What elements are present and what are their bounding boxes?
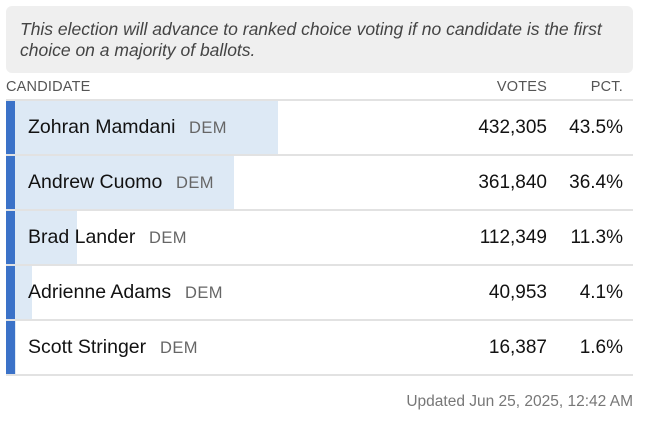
vote-count: 16,387 [488,337,547,358]
updated-timestamp: Updated Jun 25, 2025, 12:42 AM [406,393,633,410]
table-row: Brad Lander DEM 112,349 11.3% [6,211,633,266]
party-color-marker [6,211,15,264]
table-row: Andrew Cuomo DEM 361,840 36.4% [6,156,633,211]
table-row: Adrienne Adams DEM 40,953 4.1% [6,266,633,321]
party-color-marker [6,156,15,209]
vote-count: 432,305 [478,117,547,138]
vote-percent: 43.5% [569,117,623,138]
vote-share-bar [6,156,234,209]
party-label: DEM [185,284,223,302]
vote-percent: 4.1% [579,282,623,303]
vote-count: 361,840 [478,172,547,193]
ranked-choice-notice: This election will advance to ranked cho… [6,6,633,73]
candidate-name: Zohran Mamdani [28,116,176,138]
party-color-marker [6,101,15,154]
table-row: Scott Stringer DEM 16,387 1.6% [6,321,633,376]
party-label: DEM [176,174,214,192]
party-label: DEM [160,339,198,357]
results-table-header: CANDIDATE VOTES PCT. [6,77,633,101]
vote-percent: 11.3% [570,227,623,248]
vote-count: 40,953 [488,282,547,303]
vote-percent: 1.6% [579,337,623,358]
vote-share-bar [6,211,77,264]
party-color-marker [6,266,15,319]
party-label: DEM [189,119,227,137]
candidate-name: Brad Lander [28,226,136,248]
party-label: DEM [149,229,187,247]
party-color-marker [6,321,15,374]
vote-count: 112,349 [479,227,547,248]
candidate-name: Scott Stringer [28,336,147,358]
vote-share-bar [6,101,278,154]
candidate-name: Andrew Cuomo [28,171,163,193]
table-row: Zohran Mamdani DEM 432,305 43.5% [6,101,633,156]
results-table-body: Zohran Mamdani DEM 432,305 43.5% Andrew … [6,101,633,376]
candidate-name: Adrienne Adams [28,281,172,303]
column-header-votes: VOTES [496,79,547,95]
column-header-pct: PCT. [590,79,623,95]
vote-percent: 36.4% [569,172,623,193]
column-header-candidate: CANDIDATE [6,79,91,95]
